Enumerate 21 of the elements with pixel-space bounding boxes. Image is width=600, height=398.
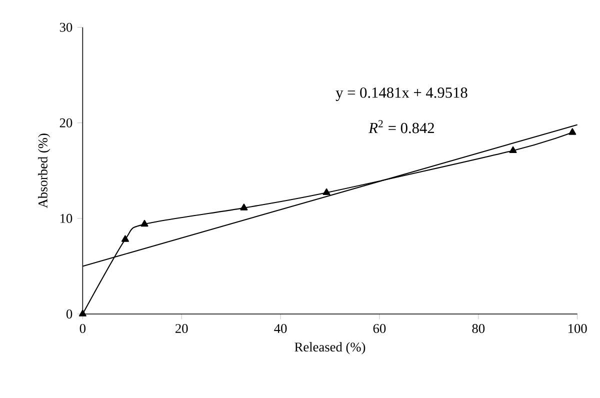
y-tick-label: 30 (60, 22, 72, 32)
point (78, 310, 86, 316)
point (322, 188, 330, 196)
x-tick-label: 20 (176, 324, 188, 334)
point (240, 204, 248, 210)
annotation: R$^{2}$ = 0.842 (368, 120, 434, 134)
x-tick-label: 80 (472, 324, 485, 334)
point (121, 235, 129, 242)
x-tick-label: 0 (80, 324, 86, 334)
x-tick-label: 60 (373, 324, 386, 334)
y-tick-label: 10 (60, 214, 72, 223)
y-tick-label: 0 (66, 309, 72, 318)
x-axis-title: Released (%) (294, 342, 366, 354)
point (568, 128, 576, 135)
x-tick-label: 100 (568, 324, 587, 334)
y-axis-title: Absorbed (%) (38, 134, 50, 208)
point (140, 220, 148, 227)
y-tick-label: 20 (60, 118, 72, 128)
annotation: y = 0.1481x + 4.9518 (336, 87, 468, 101)
point (509, 146, 517, 153)
x-tick-label: 40 (274, 324, 287, 334)
